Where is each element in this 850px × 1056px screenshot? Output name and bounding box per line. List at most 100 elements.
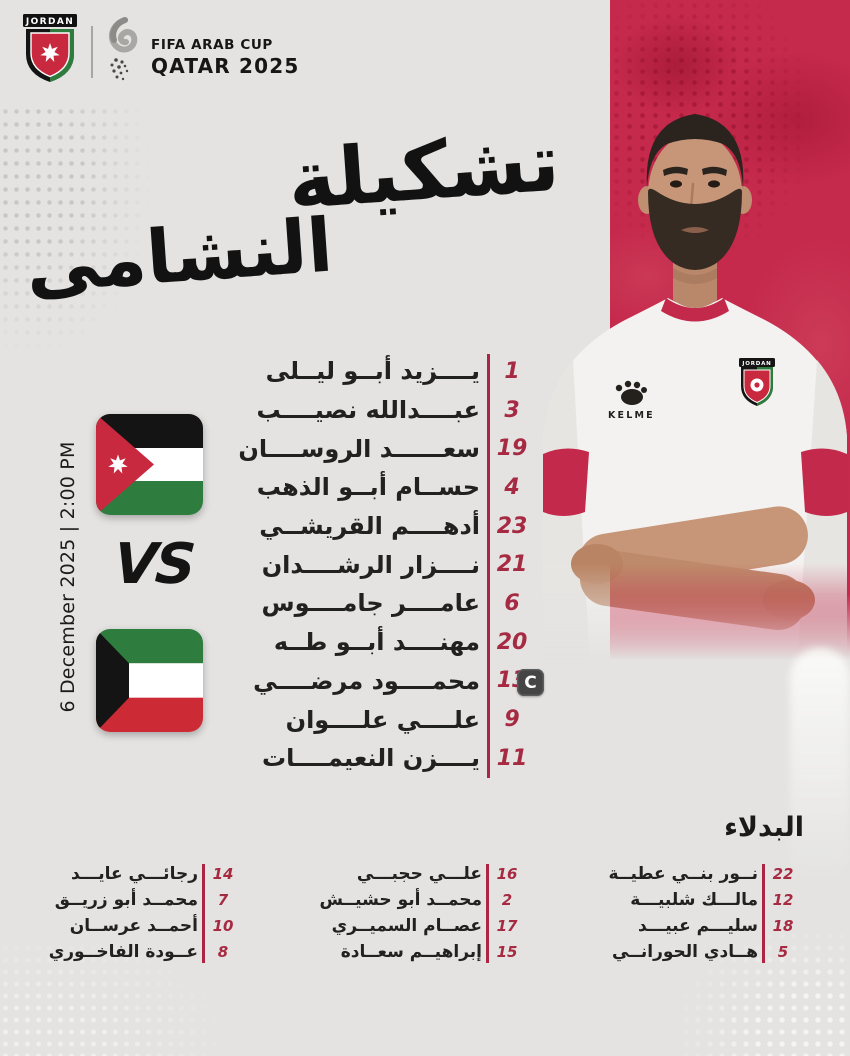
sub-name: هــادي الحورانــي [612, 942, 758, 962]
sub-name: سليـــم عبيـــد [637, 916, 758, 936]
sub-row: عصــام السميــري 17 [286, 913, 526, 939]
sub-name: علـــي حجبـــي [356, 864, 482, 884]
header-divider [91, 26, 93, 78]
sub-number: 22 [772, 865, 794, 883]
player-number: 11 [496, 745, 528, 771]
player-name: يــــزن النعيمــــات [261, 744, 480, 773]
player-number: 23 [496, 513, 528, 539]
tournament-edition: QATAR 2025 [151, 54, 300, 78]
player-name: سعــــــد الروســــان [238, 434, 480, 463]
crest-banner-text: JORDAN [25, 17, 74, 27]
player-number: 3 [504, 397, 520, 423]
sub-name: محمــد أبو حشيــش [319, 890, 482, 910]
player-row: نــــزار الرشــــدان 21 [228, 545, 548, 584]
sub-name: عصــام السميــري [331, 916, 482, 936]
player-row: حســام أبــو الذهب 4 [228, 468, 548, 507]
sub-number: 12 [772, 891, 794, 909]
sub-number: 2 [501, 891, 513, 909]
kelme-logo: KELME [608, 380, 655, 421]
sub-row: علـــي حجبـــي 16 [286, 861, 526, 887]
match-datetime: 6 December 2025 | 2:00 PM [57, 441, 79, 713]
captain-badge: C [517, 669, 544, 696]
sub-row: سليـــم عبيـــد 18 [562, 913, 802, 939]
player-name: محمــــود مرضــــي [253, 666, 480, 695]
svg-text:JORDAN: JORDAN [741, 361, 771, 367]
player-number: 19 [496, 436, 528, 462]
column-divider-line [762, 864, 765, 963]
column-divider-line [486, 864, 489, 963]
sub-row: إبراهيــم سعــادة 15 [286, 939, 526, 965]
column-divider-line [202, 864, 205, 963]
player-row: أدهــــم القريشــي 23 [228, 507, 548, 546]
player-number: 20 [496, 629, 528, 655]
arab-cup-trophy-icon [108, 17, 138, 81]
sub-name: إبراهيــم سعــادة [340, 942, 482, 962]
sub-number: 15 [496, 943, 518, 961]
vs-label: VS [111, 532, 196, 597]
grunge-streak [790, 648, 850, 883]
sub-name: محمــد أبو زريــق [54, 890, 198, 910]
sub-name: نــور بنــي عطيــة [608, 864, 758, 884]
sub-number: 5 [777, 943, 789, 961]
player-row: عامــــر جامــــوس 6 [228, 584, 548, 623]
player-name: يــــزيد أبــو ليــلى [265, 357, 480, 386]
player-row: علــــي علــــوان 9 [228, 700, 548, 739]
jordan-flag [96, 414, 203, 515]
sub-row: محمــد أبو زريــق 7 [2, 887, 242, 913]
player-photo: KELME JORDAN [535, 92, 850, 667]
player-row: يــــزيد أبــو ليــلى 1 [228, 352, 548, 391]
player-number: 9 [504, 707, 520, 733]
star-icon [40, 43, 60, 62]
svg-text:KELME: KELME [608, 410, 655, 421]
starting-lineup-list: يــــزيد أبــو ليــلى 1 عبــــدالله نصيـ… [228, 352, 548, 778]
sub-row: أحمــد عرســان 10 [2, 913, 242, 939]
star-icon [108, 454, 128, 474]
player-name: عبــــدالله نصيــــب [256, 396, 481, 425]
kuwait-flag [96, 629, 203, 732]
player-number: 4 [504, 474, 520, 500]
substitutes-column: نــور بنــي عطيــة 22 مالـــك شلبيـــة 1… [562, 861, 802, 965]
substitutes-column: رجائـــي عايـــد 14 محمــد أبو زريــق 7 … [2, 861, 242, 965]
tournament-name: FIFA ARAB CUP [151, 37, 273, 53]
sub-name: رجائـــي عايـــد [71, 864, 198, 884]
player-row-captain: محمــــود مرضــــي 13 [228, 662, 548, 701]
sub-number: 17 [496, 917, 518, 935]
sub-row: عــودة الفاخــوري 8 [2, 939, 242, 965]
player-illustration: KELME JORDAN [543, 114, 847, 667]
player-number: 1 [504, 358, 520, 384]
lineup-divider-line [487, 354, 490, 778]
sub-row: محمــد أبو حشيــش 2 [286, 887, 526, 913]
sub-row: هــادي الحورانــي 5 [562, 939, 802, 965]
sub-name: عــودة الفاخــوري [48, 942, 198, 962]
player-row: مهنــــد أبــو طــه 20 [228, 623, 548, 662]
substitutes-column: علـــي حجبـــي 16 محمــد أبو حشيــش 2 عص… [286, 861, 526, 965]
player-name: نــــزار الرشــــدان [261, 550, 480, 579]
sub-row: نــور بنــي عطيــة 22 [562, 861, 802, 887]
substitutes-heading: البدلاء [724, 812, 804, 843]
sub-row: مالـــك شلبيـــة 12 [562, 887, 802, 913]
tournament-wordmark: FIFA ARAB CUP QATAR 2025 [151, 37, 300, 78]
player-name: علــــي علــــوان [285, 705, 480, 734]
player-name: مهنــــد أبــو طــه [273, 628, 480, 657]
sub-number: 18 [772, 917, 794, 935]
jordan-crest: JORDAN [23, 14, 77, 82]
sub-name: أحمــد عرســان [69, 916, 198, 936]
sub-number: 8 [217, 943, 229, 961]
player-row: عبــــدالله نصيــــب 3 [228, 391, 548, 430]
player-name: أدهــــم القريشــي [259, 512, 480, 541]
player-number: 21 [496, 552, 528, 578]
sub-name: مالـــك شلبيـــة [630, 890, 758, 910]
sub-number: 7 [217, 891, 229, 909]
sub-number: 14 [212, 865, 234, 883]
player-name: حســام أبــو الذهب [256, 473, 480, 502]
sub-number: 16 [496, 865, 518, 883]
player-number: 6 [504, 590, 520, 616]
player-row: يــــزن النعيمــــات 11 [228, 739, 548, 778]
jersey-badge: JORDAN [739, 358, 775, 406]
paw-icon [615, 380, 647, 405]
sub-number: 10 [212, 917, 234, 935]
sub-row: رجائـــي عايـــد 14 [2, 861, 242, 887]
player-name: عامــــر جامــــوس [261, 589, 480, 618]
player-row: سعــــــد الروســــان 19 [228, 429, 548, 468]
